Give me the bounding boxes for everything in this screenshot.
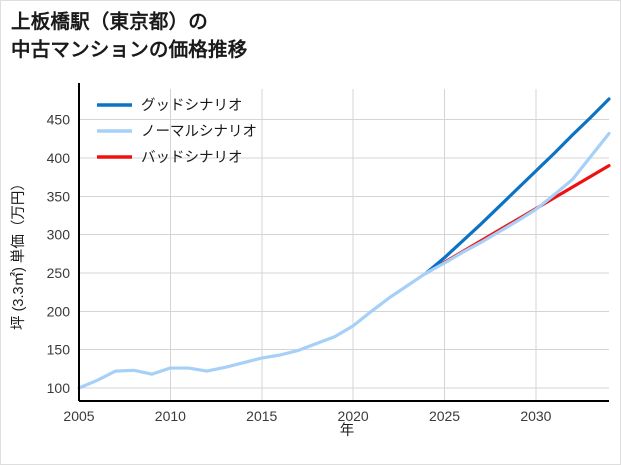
y-axis-title: 坪 (3.3㎡) 単価（万円） (10, 176, 27, 330)
y-tick-label: 200 (47, 303, 71, 319)
y-tick-label: 400 (47, 150, 71, 166)
legend-label: ノーマルシナリオ (141, 124, 257, 140)
x-tick-label: 2005 (63, 408, 94, 424)
series-line (77, 131, 611, 390)
legend-label: バッドシナリオ (141, 150, 243, 166)
x-axis-title: 年 (340, 422, 355, 439)
y-tick-label: 150 (47, 342, 71, 358)
x-tick-label: 2020 (338, 408, 369, 424)
series-line (424, 97, 611, 275)
title-line-2: 中古マンションの価格推移 (11, 39, 248, 61)
page-title: 上板橋駅（東京都）の 中古マンションの価格推移 (11, 8, 611, 64)
x-tick-label: 2025 (429, 408, 460, 424)
y-tick-label: 450 (47, 112, 71, 128)
x-tick-label: 2030 (520, 408, 551, 424)
y-tick-label: 250 (47, 265, 71, 281)
title-line-1: 上板橋駅（東京都）の (11, 11, 209, 33)
y-gridlines (79, 119, 609, 389)
x-tick-labels: 2005 2010 2015 2020 2025 2030 (63, 408, 551, 424)
y-tick-label: 100 (47, 380, 71, 396)
x-tick-label: 2010 (155, 408, 186, 424)
x-tick-label: 2015 (246, 408, 277, 424)
y-tick-label: 300 (47, 227, 71, 243)
legend-label: グッドシナリオ (141, 97, 243, 114)
y-tick-labels: 100 150 200 250 300 350 400 450 (47, 112, 71, 396)
axis-spines (77, 83, 609, 403)
series-lines (77, 97, 611, 390)
y-tick-label: 350 (47, 188, 71, 204)
